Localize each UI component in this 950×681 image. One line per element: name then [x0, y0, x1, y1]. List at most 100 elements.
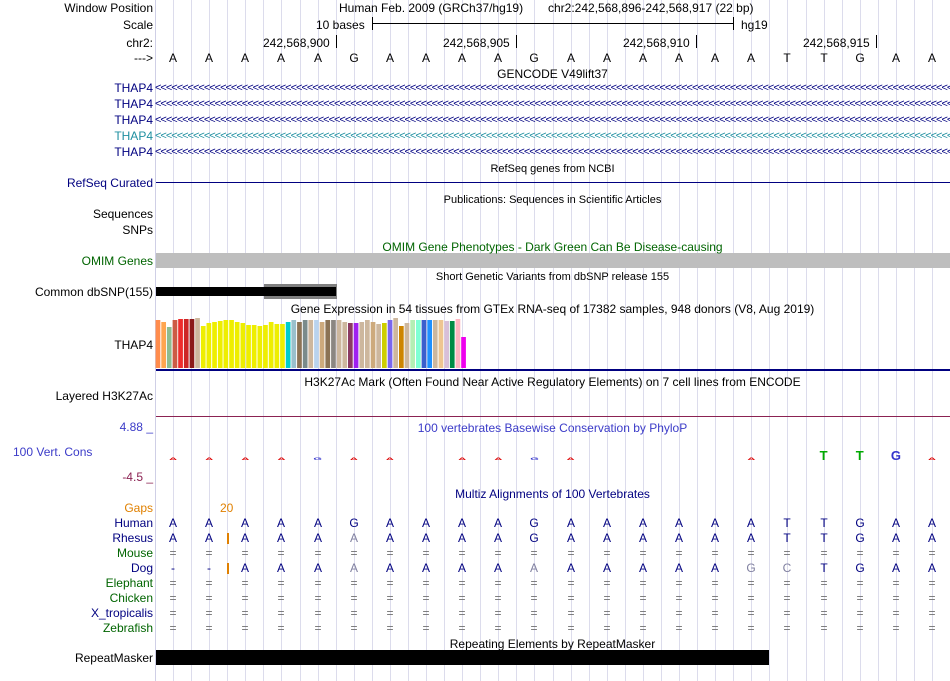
multiz-aligned-base: =	[277, 621, 285, 635]
gencode-transcript-line[interactable]: <<<<<<<<<<<<<<<<<<<<<<<<<<<<<<<<<<<<<<<<…	[155, 147, 950, 158]
gtex-tissue-bar	[444, 321, 449, 368]
multiz-aligned-base: =	[530, 606, 538, 620]
multiz-aligned-base: =	[241, 546, 249, 560]
gencode-transcript-label[interactable]: THAP4	[114, 81, 153, 95]
cons-logo-letter: A	[928, 457, 936, 461]
snps-label[interactable]: SNPs	[122, 223, 153, 237]
gencode-transcript-line[interactable]: <<<<<<<<<<<<<<<<<<<<<<<<<<<<<<<<<<<<<<<<…	[155, 131, 950, 142]
multiz-aligned-base: G	[349, 516, 359, 530]
gtex-tissue-bar	[206, 323, 212, 368]
multiz-aligned-base: A	[710, 561, 719, 575]
gtex-expression-bars[interactable]	[155, 318, 555, 368]
gtex-tissue-bar	[353, 323, 359, 368]
assembly-name: Human Feb. 2009 (GRCh37/hg19)	[339, 1, 524, 15]
multiz-aligned-base: A	[710, 531, 719, 545]
gencode-transcript-label[interactable]: THAP4	[114, 97, 153, 111]
multiz-aligned-base: A	[927, 561, 936, 575]
window-position-value[interactable]: chr2:242,568,896-242,568,917 (22 bp)	[548, 1, 754, 15]
cons-logo-letter: A	[567, 457, 575, 461]
multiz-aligned-base: C	[782, 561, 792, 575]
multiz-aligned-base: A	[168, 516, 177, 530]
multiz-species-label[interactable]: Dog	[130, 561, 153, 575]
multiz-aligned-base: =	[277, 576, 285, 590]
gtex-tissue-bar	[365, 320, 370, 368]
gtex-label[interactable]: THAP4	[114, 338, 153, 352]
gtex-tissue-bar	[280, 324, 285, 368]
multiz-aligned-base: =	[350, 621, 358, 635]
multiz-aligned-base: A	[204, 516, 213, 530]
gencode-transcript-line[interactable]: <<<<<<<<<<<<<<<<<<<<<<<<<<<<<<<<<<<<<<<<…	[155, 99, 950, 110]
multiz-species-label[interactable]: X_tropicalis	[90, 606, 153, 620]
gencode-transcript-label[interactable]: THAP4	[114, 113, 153, 127]
repeatmasker-element-bar[interactable]	[156, 650, 769, 665]
multiz-aligned-base: =	[928, 576, 936, 590]
cons-label[interactable]: 100 Vert. Cons	[13, 445, 93, 459]
refseq-title: RefSeq genes from NCBI	[490, 163, 615, 175]
multiz-species-label[interactable]: Chicken	[109, 591, 153, 605]
multiz-aligned-base: G	[529, 531, 539, 545]
multiz-aligned-base: =	[567, 546, 575, 560]
multiz-aligned-base: =	[675, 591, 683, 605]
gtex-tissue-bar	[234, 322, 240, 368]
multiz-species-label[interactable]: Mouse	[116, 546, 153, 560]
cons-logo-letter: G	[891, 448, 901, 463]
gtex-tissue-bar	[166, 327, 172, 368]
multiz-aligned-base: A	[204, 531, 213, 545]
cons-logo-letter: A	[747, 457, 755, 461]
multiz-aligned-base: =	[711, 591, 719, 605]
multiz-aligned-base: =	[711, 546, 719, 560]
gencode-transcript-line[interactable]: <<<<<<<<<<<<<<<<<<<<<<<<<<<<<<<<<<<<<<<<…	[155, 83, 950, 94]
dbsnp-label[interactable]: Common dbSNP(155)	[34, 285, 153, 299]
cons-min-label: -4.5 _	[122, 470, 153, 484]
multiz-species-label[interactable]: Elephant	[105, 576, 153, 590]
refseq-gene-line[interactable]	[156, 182, 950, 183]
dna-base: A	[566, 51, 575, 65]
multiz-aligned-base: =	[350, 576, 358, 590]
multiz-aligned-base: =	[350, 591, 358, 605]
multiz-aligned-base: A	[566, 531, 575, 545]
publications-label[interactable]: Sequences	[92, 207, 153, 221]
gtex-tissue-bar	[325, 320, 331, 368]
multiz-aligned-base: A	[674, 561, 683, 575]
multiz-aligned-base: A	[240, 561, 249, 575]
multiz-aligned-base: A	[457, 516, 466, 530]
multiz-aligned-base: =	[386, 591, 394, 605]
multiz-aligned-base: =	[639, 621, 647, 635]
omim-label[interactable]: OMIM Genes	[81, 254, 153, 268]
multiz-aligned-base: =	[241, 606, 249, 620]
gtex-tissue-bar	[200, 326, 206, 368]
gencode-transcript-label[interactable]: THAP4	[114, 145, 153, 159]
multiz-aligned-base: =	[314, 546, 322, 560]
multiz-aligned-base: G	[746, 561, 756, 575]
omim-gene-bar[interactable]	[156, 253, 950, 268]
multiz-aligned-base: =	[205, 546, 213, 560]
dbsnp-variant-core[interactable]	[264, 287, 336, 296]
multiz-aligned-base: A	[276, 531, 285, 545]
multiz-aligned-base: =	[603, 576, 611, 590]
multiz-aligned-base: =	[928, 621, 936, 635]
scale-label: Scale	[122, 18, 153, 32]
gtex-tissue-bar	[155, 320, 161, 368]
gencode-transcript-line[interactable]: <<<<<<<<<<<<<<<<<<<<<<<<<<<<<<<<<<<<<<<<…	[155, 115, 950, 126]
repeatmasker-label[interactable]: RepeatMasker	[74, 651, 153, 665]
multiz-aligned-base: =	[386, 606, 394, 620]
gtex-tissue-bar	[461, 337, 466, 368]
h3k27ac-label[interactable]: Layered H3K27Ac	[55, 389, 153, 403]
multiz-aligned-base: =	[783, 576, 791, 590]
multiz-aligned-base: =	[820, 591, 828, 605]
gaps-value: 20	[220, 501, 234, 515]
gtex-tissue-bar	[319, 322, 325, 368]
dbsnp-variant-bar[interactable]	[156, 287, 336, 296]
gtex-tissue-bar	[387, 320, 393, 368]
gtex-title: Gene Expression in 54 tissues from GTEx …	[290, 302, 815, 316]
multiz-aligned-base: =	[567, 621, 575, 635]
refseq-label[interactable]: RefSeq Curated	[66, 176, 153, 190]
gencode-transcript-label[interactable]: THAP4	[114, 129, 153, 143]
multiz-species-label[interactable]: Zebrafish	[102, 621, 153, 635]
multiz-aligned-base: =	[169, 576, 177, 590]
multiz-species-label[interactable]: Rhesus	[112, 531, 153, 545]
gtex-tissue-bar	[189, 319, 195, 368]
multiz-species-label[interactable]: Human	[114, 516, 153, 530]
